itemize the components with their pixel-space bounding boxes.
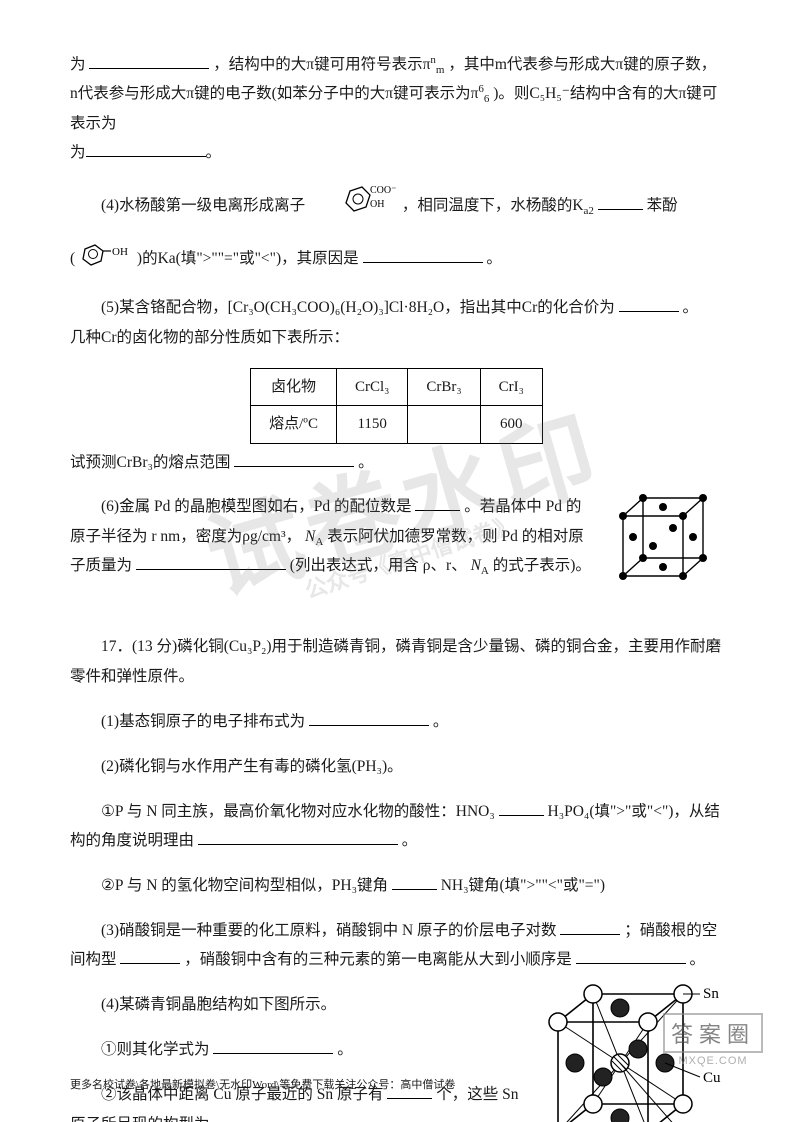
- text: 。: [486, 250, 502, 267]
- text: 。: [433, 713, 449, 730]
- blank: [234, 450, 354, 467]
- q17-2-2: ②P 与 N 的氢化物空间构型相似，PH₃键角 NH₃键角(填">""<"或"=…: [70, 871, 723, 900]
- blank: [363, 246, 483, 263]
- text: 。: [277, 1116, 293, 1122]
- na-sub2: A: [481, 565, 489, 577]
- blank: [213, 1112, 273, 1122]
- text: 。: [690, 951, 706, 968]
- text: (1)基态铜原子的电子排布式为: [101, 713, 305, 730]
- svg-text:OH: OH: [370, 199, 384, 210]
- brand-sub: MXQE.COM: [663, 1055, 763, 1067]
- th-cri3: CrI₃: [480, 368, 542, 406]
- brand-top: 答案圈: [663, 1013, 763, 1053]
- text: (列出表达式，用含 ρ、r、: [290, 557, 467, 574]
- blank: [619, 296, 679, 313]
- th-crbr3: CrBr₃: [408, 368, 480, 406]
- blank: [213, 1038, 333, 1055]
- text: 。: [206, 144, 222, 161]
- text: 苯酚: [647, 197, 678, 214]
- th-crcl3: CrCl₃: [336, 368, 407, 406]
- text: 。: [683, 299, 699, 316]
- na-sub: A: [315, 536, 323, 548]
- text: 的式子表示)。: [493, 557, 591, 574]
- blank: [598, 194, 643, 211]
- q17-3: (3)硝酸铜是一种重要的化工原料，硝酸铜中 N 原子的价层电子对数 ；硝酸根的空…: [70, 916, 723, 975]
- text: 。: [402, 832, 418, 849]
- pd-crystal-figure: [603, 486, 723, 616]
- text: 。: [358, 454, 374, 471]
- td-label: 熔点/ºC: [251, 406, 337, 444]
- svg-text:Cu: Cu: [703, 1070, 721, 1086]
- salicylate-structure: COO⁻ OH: [309, 183, 398, 229]
- th-halide: 卤化物: [251, 368, 337, 406]
- text: ，相同温度下，水杨酸的K: [402, 197, 584, 214]
- pi-sub: m: [436, 64, 445, 76]
- blank: [309, 709, 429, 726]
- pi-sub2: 6: [484, 94, 490, 106]
- text: (4)水杨酸第一级电离形成离子: [101, 197, 305, 214]
- q3-continuation: 为 ，结构中的大π键可用符号表示πnm ，其中m代表参与形成大π键的原子数，n代…: [70, 50, 723, 168]
- text: ①P 与 N 同主族，最高价氧化物对应水化物的酸性：HNO₃: [101, 803, 495, 820]
- q17-2-1: ①P 与 N 同主族，最高价氧化物对应水化物的酸性：HNO₃ H₃PO₄(填">…: [70, 797, 723, 856]
- text: (: [70, 250, 75, 267]
- q4-line2: ( OH )的Ka(填">""="或"<")，其原因是 。: [70, 241, 723, 277]
- footnote: 更多名校试卷\各地最新模拟卷\无水印Word\等免费下载关注公众号：高中僧试卷: [70, 1076, 455, 1092]
- blank: [576, 948, 686, 965]
- td-cri3: 600: [480, 406, 542, 444]
- text: NH₃键角(填">""<"或"="): [441, 877, 605, 894]
- td-crcl3: 1150: [336, 406, 407, 444]
- blank: [415, 495, 460, 512]
- blank: [136, 554, 286, 571]
- text: (5)某含铬配合物，[Cr₃O(CH₃COO)₆(H₂O)₃]Cl·8H₂O，指…: [101, 299, 615, 316]
- phenol-oh-label: OH: [112, 246, 128, 258]
- q17-1: (1)基态铜原子的电子排布式为 。: [70, 707, 723, 736]
- phenol-structure: OH: [79, 241, 133, 277]
- q17-2: (2)磷化铜与水作用产生有毒的磷化氢(PH₃)。: [70, 752, 723, 781]
- halide-table: 卤化物 CrCl₃ CrBr₃ CrI₃ 熔点/ºC 1150 600: [250, 368, 543, 444]
- blank: [499, 799, 544, 816]
- text: 。: [337, 1041, 353, 1058]
- ka2-sub: a2: [584, 205, 594, 217]
- q5-predict: 试预测CrBr₃的熔点范围 。: [70, 448, 723, 477]
- blank: [392, 874, 437, 891]
- blank: [89, 53, 209, 70]
- text: ，硝酸铜中含有的三种元素的第一电离能从大到小顺序是: [184, 951, 572, 968]
- brand-badge: 答案圈 MXQE.COM: [663, 1013, 763, 1067]
- blank: [120, 948, 180, 965]
- svg-text:Sn: Sn: [703, 986, 719, 1002]
- blank: [198, 829, 398, 846]
- na-label2: N: [471, 557, 481, 574]
- text: ，结构中的大π键可用符号表示π: [213, 56, 430, 73]
- q5: (5)某含铬配合物，[Cr₃O(CH₃COO)₆(H₂O)₃]Cl·8H₂O，指…: [70, 293, 723, 352]
- text: (3)硝酸铜是一种重要的化工原料，硝酸铜中 N 原子的价层电子对数: [101, 922, 557, 939]
- text: 试预测CrBr₃的熔点范围: [70, 454, 230, 471]
- q17-head: 17．(13 分)磷化铜(Cu₃P₂)用于制造磷青铜，磷青铜是含少量锡、磷的铜合…: [70, 632, 723, 691]
- text: ②P 与 N 的氢化物空间构型相似，PH₃键角: [101, 877, 388, 894]
- text: 为: [70, 56, 86, 73]
- na-label: N: [305, 528, 315, 545]
- text: )的Ka(填">""="或"<")，其原因是: [137, 250, 359, 267]
- td-crbr3: [408, 406, 480, 444]
- table-row-mp: 熔点/ºC 1150 600: [251, 406, 543, 444]
- exam-page: 为 ，结构中的大π键可用符号表示πnm ，其中m代表参与形成大π键的原子数，n代…: [0, 0, 793, 1122]
- blank: [86, 141, 206, 158]
- q4: (4)水杨酸第一级电离形成离子 COO⁻ OH ，相同温度下，水杨酸的Ka2 苯…: [70, 183, 723, 229]
- text: ①则其化学式为: [101, 1041, 210, 1058]
- blank: [560, 918, 620, 935]
- svg-text:COO⁻: COO⁻: [370, 185, 396, 196]
- table-row-head: 卤化物 CrCl₃ CrBr₃ CrI₃: [251, 368, 543, 406]
- text: 几种Cr的卤化物的部分性质如下表所示：: [70, 329, 349, 346]
- text: (6)金属 Pd 的晶胞模型图如右，Pd 的配位数是: [101, 498, 411, 515]
